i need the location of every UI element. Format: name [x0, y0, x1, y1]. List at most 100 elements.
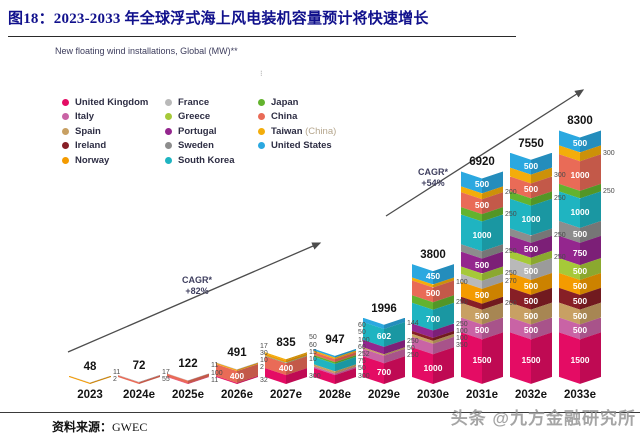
legend-swatch: [62, 98, 69, 106]
legend-swatch: [258, 113, 265, 121]
segment-side-value: 30: [260, 349, 268, 357]
segment-norway: 500: [461, 282, 503, 304]
segment-value: 1000: [423, 362, 443, 373]
segment-value: 450: [425, 271, 441, 282]
legend-item-sweden: Sweden: [165, 139, 258, 154]
legend-swatch: [165, 127, 172, 135]
bar-2024e: [118, 375, 160, 384]
segment-side-value: 2: [113, 375, 117, 383]
segment-united-states: 500: [510, 153, 552, 175]
cagr-label-1: CAGR* +82%: [181, 275, 212, 296]
bar-2026e: 400: [216, 362, 258, 384]
segment-side-value: 17: [260, 342, 268, 350]
segment-value: 500: [572, 310, 588, 321]
legend-label: Greece: [178, 111, 211, 123]
segment-china: 500: [461, 192, 503, 214]
axis-label-2027e: 2027e: [270, 389, 302, 401]
bar-2033e: 500 1000 1000 500 750 500 500 500 500 500 1500: [559, 130, 601, 383]
legend-item-portugal: Portugal: [165, 124, 258, 139]
legend-label: China: [271, 111, 298, 123]
segment-side-value: 100: [358, 336, 370, 344]
legend-swatch: [258, 142, 265, 150]
legend-swatch: [62, 156, 69, 164]
segment-china: [69, 376, 111, 383]
segment-value: 1000: [521, 214, 541, 225]
segment-side-value: 252: [358, 350, 370, 358]
legend-label: United Kingdom: [75, 96, 149, 108]
legend-column: United Kingdom Italy Spain Ireland Norway: [62, 95, 165, 168]
source-value: GWEC: [112, 420, 148, 434]
segment-side-value: 100: [456, 278, 468, 286]
segment-value: 750: [572, 247, 588, 258]
bar-total-2030e: 3800: [420, 249, 446, 262]
segment-value: 500: [572, 266, 588, 277]
segment-side-value: 250: [554, 195, 566, 203]
segment-side-value: 11: [211, 362, 219, 370]
segment-side-value: 100: [211, 369, 223, 377]
legend-item-taiwan: Taiwan (China): [258, 124, 378, 139]
segment-value: 602: [376, 331, 392, 342]
segment-value: 500: [474, 289, 490, 300]
segment-united-kingdom: 1500: [559, 332, 601, 384]
axis-label-2028e: 2028e: [319, 389, 351, 401]
bar-total-2031e: 6920: [469, 156, 495, 169]
segment-side-value: 60: [358, 343, 366, 351]
segment-portugal: 750: [559, 236, 601, 265]
segment-france: 500: [510, 258, 552, 280]
segment-side-value: 11: [211, 376, 219, 384]
segment-side-value: 300: [358, 372, 370, 380]
segment-side-value: 270: [505, 277, 517, 285]
cagr-label-2: CAGR* +54%: [417, 167, 448, 188]
segment-side-value: 250: [505, 247, 517, 255]
segment-spain: 500: [461, 303, 503, 325]
axis-label-2026e: 2026e: [221, 389, 253, 401]
bar-total-2026e: 491: [227, 347, 247, 360]
segment-side-value: 300: [309, 372, 321, 380]
legend-swatch: [62, 127, 69, 135]
segment-side-value: 144: [407, 319, 419, 327]
axis-label-2024e: 2024e: [123, 389, 155, 401]
bar-2025e: [167, 373, 209, 384]
legend-item-italy: Italy: [62, 110, 165, 125]
segment-value: 400: [278, 362, 294, 373]
segment-value: 500: [523, 310, 539, 321]
legend-label: France: [178, 96, 210, 108]
legend-swatch: [258, 127, 265, 135]
segment-spain: 500: [559, 303, 601, 325]
axis-label-2023: 2023: [77, 389, 103, 401]
segment-france: [69, 376, 111, 383]
segment-value: 1500: [521, 355, 541, 366]
axis-label-2031e: 2031e: [466, 389, 498, 401]
legend-swatch: [165, 142, 172, 150]
legend-item-south-korea: South Korea: [165, 153, 258, 168]
legend-label: Japan: [271, 96, 299, 108]
segment-value: 500: [474, 200, 490, 211]
legend-label: Norway: [75, 154, 110, 166]
segment-side-value: 10: [309, 356, 317, 364]
segment-side-value: 50: [309, 334, 317, 342]
segment-side-value: 50: [358, 329, 366, 337]
segment-value: 1000: [472, 229, 492, 240]
bar-total-2027e: 835: [276, 337, 296, 350]
segment-china: [118, 375, 160, 384]
segment-greece: 500: [559, 258, 601, 280]
segment-value: 500: [523, 184, 539, 195]
bar-total-2033e: 8300: [567, 115, 593, 128]
legend-label: Sweden: [178, 140, 214, 152]
segment-portugal: 500: [461, 252, 503, 274]
bar-2027e: 400: [265, 352, 307, 384]
segment-united-states: 500: [559, 130, 601, 152]
segment-side-value: 75: [358, 358, 366, 366]
legend-swatch: [165, 98, 172, 106]
legend-label: South Korea: [178, 154, 235, 166]
segment-side-value: 32: [260, 376, 268, 384]
legend-item-china: China: [258, 110, 378, 125]
segment-side-value: 15: [309, 348, 317, 356]
segment-portugal: 500: [510, 236, 552, 258]
footer-divider: [0, 412, 640, 413]
legend-item-norway: Norway: [62, 153, 165, 168]
segment-value: 500: [474, 179, 490, 190]
segment-value: 500: [474, 325, 490, 336]
